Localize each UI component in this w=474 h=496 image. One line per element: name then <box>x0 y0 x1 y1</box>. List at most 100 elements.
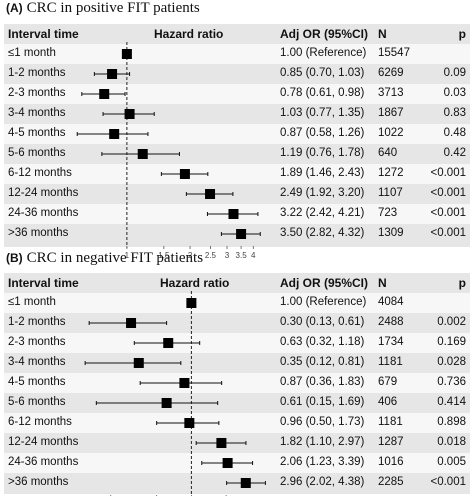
table-row: 12-24 months 1.82 (1.10, 2.97) 1287 0.018 <box>4 433 470 453</box>
interval-cell: 24-36 months <box>8 207 79 219</box>
n-cell: 6269 <box>378 67 404 79</box>
adj-or-cell: 1.03 (0.77, 1.35) <box>280 107 365 119</box>
n-cell: 1272 <box>378 167 404 179</box>
x-tick-label: 3.5 <box>236 251 248 260</box>
p-value-cell: 0.09 <box>443 67 466 79</box>
x-tick-label: 3 <box>225 251 230 260</box>
interval-cell: 6-12 months <box>8 167 72 179</box>
interval-cell: ≤1 month <box>8 47 56 59</box>
panel-a-header: Interval time Hazard ratio Adj OR (95%CI… <box>4 24 470 44</box>
interval-cell: 5-6 months <box>8 147 66 159</box>
n-cell: 1867 <box>378 107 404 119</box>
n-cell: 1022 <box>378 127 404 139</box>
adj-or-cell: 1.00 (Reference) <box>280 47 367 59</box>
point-estimate <box>109 129 120 139</box>
adj-or-cell: 0.63 (0.32, 1.18) <box>280 336 365 348</box>
point-estimate <box>205 189 216 199</box>
header-p: p <box>458 276 466 290</box>
point-estimate <box>216 438 227 448</box>
point-estimate <box>163 338 174 348</box>
x-tick-label: 2 <box>188 251 193 260</box>
n-cell: 15547 <box>378 47 410 59</box>
table-row: 4-5 months 0.87 (0.58, 1.26) 1022 0.48 <box>4 124 470 144</box>
n-cell: 1181 <box>378 356 403 368</box>
interval-cell: ≤1 month <box>8 296 56 308</box>
interval-cell: 4-5 months <box>8 127 66 139</box>
header-adj-or: Adj OR (95%CI) <box>280 276 369 290</box>
table-row: 4-5 months 0.87 (0.36, 1.83) 679 0.736 <box>4 373 470 393</box>
n-cell: 679 <box>378 376 398 388</box>
p-value-cell: <0.001 <box>430 476 467 488</box>
adj-or-cell: 1.82 (1.10, 2.97) <box>280 436 365 448</box>
adj-or-cell: 0.35 (0.12, 0.81) <box>280 356 365 368</box>
adj-or-cell: 0.85 (0.70, 1.03) <box>280 67 365 79</box>
adj-or-cell: 0.30 (0.13, 0.61) <box>280 316 365 328</box>
n-cell: 723 <box>378 207 398 219</box>
n-cell: 1309 <box>378 227 404 239</box>
point-estimate <box>186 298 197 308</box>
point-estimate <box>121 49 132 59</box>
header-n: N <box>378 276 387 290</box>
table-row: 2-3 months 0.63 (0.32, 1.18) 1734 0.169 <box>4 333 470 353</box>
n-cell: 1287 <box>378 436 404 448</box>
x-tick-label: 1 <box>125 251 130 260</box>
panel-b-title-text: CRC in negative FIT patients <box>26 250 204 266</box>
table-row: >36 months 2.96 (2.02, 4.38) 2285 <0.001 <box>4 473 470 493</box>
table-row: 6-12 months 0.96 (0.50, 1.73) 1181 0.898 <box>4 413 470 433</box>
adj-or-cell: 0.96 (0.50, 1.73) <box>280 416 365 428</box>
adj-or-cell: 0.87 (0.36, 1.83) <box>280 376 365 388</box>
n-cell: 2488 <box>378 316 404 328</box>
n-cell: 640 <box>378 147 398 159</box>
header-p: p <box>458 27 466 41</box>
interval-cell: 3-4 months <box>8 356 66 368</box>
header-interval: Interval time <box>8 276 79 290</box>
interval-cell: 24-36 months <box>8 456 79 468</box>
point-estimate <box>240 478 251 488</box>
point-estimate <box>161 398 172 408</box>
p-value-cell: 0.018 <box>437 436 466 448</box>
point-estimate <box>124 109 135 119</box>
panel-b-label: (B) <box>6 251 23 265</box>
point-estimate <box>236 229 247 239</box>
header-hazard-ratio: Hazard ratio <box>160 276 230 290</box>
header-n: N <box>378 27 387 41</box>
n-cell: 406 <box>378 396 398 408</box>
interval-cell: 3-4 months <box>8 107 66 119</box>
panel-b-title: (B) CRC in negative FIT patients <box>6 250 203 267</box>
table-row: 12-24 months 2.49 (1.92, 3.20) 1107 <0.001 <box>4 184 470 204</box>
table-row: >36 months 3.50 (2.82, 4.32) 1309 <0.001 <box>4 224 470 244</box>
p-value-cell: 0.42 <box>443 147 466 159</box>
interval-cell: >36 months <box>8 227 69 239</box>
panel-a-label: (A) <box>6 1 23 15</box>
interval-cell: 2-3 months <box>8 336 66 348</box>
point-estimate <box>179 378 190 388</box>
n-cell: 1181 <box>378 416 403 428</box>
interval-cell: 6-12 months <box>8 416 72 428</box>
p-value-cell: 0.83 <box>443 107 466 119</box>
adj-or-cell: 2.96 (2.02, 4.38) <box>280 476 365 488</box>
table-row: 5-6 months 0.61 (0.15, 1.69) 406 0.414 <box>4 393 470 413</box>
header-adj-or: Adj OR (95%CI) <box>280 27 369 41</box>
point-estimate <box>184 418 195 428</box>
header-interval: Interval time <box>8 27 79 41</box>
p-value-cell: 0.03 <box>443 87 466 99</box>
p-value-cell: <0.001 <box>430 227 467 239</box>
adj-or-cell: 0.61 (0.15, 1.69) <box>280 396 365 408</box>
panel-b-header: Interval time Hazard ratio Adj OR (95%CI… <box>4 273 470 293</box>
table-row: ≤1 month 1.00 (Reference) 4084 <box>4 293 470 313</box>
p-value-cell: 0.414 <box>437 396 466 408</box>
point-estimate <box>137 149 148 159</box>
p-value-cell: 0.736 <box>437 376 466 388</box>
point-estimate <box>133 358 144 368</box>
point-estimate <box>179 169 190 179</box>
point-estimate <box>99 89 110 99</box>
interval-cell: 1-2 months <box>8 316 66 328</box>
panel-b-table: Interval time Hazard ratio Adj OR (95%CI… <box>4 273 470 496</box>
adj-or-cell: 1.19 (0.76, 1.78) <box>280 147 365 159</box>
p-value-cell: <0.001 <box>430 207 467 219</box>
n-cell: 3713 <box>378 87 404 99</box>
table-row: ≤1 month 1.00 (Reference) 15547 <box>4 44 470 64</box>
adj-or-cell: 1.00 (Reference) <box>280 296 367 308</box>
point-estimate <box>222 458 233 468</box>
p-value-cell: 0.005 <box>437 456 466 468</box>
